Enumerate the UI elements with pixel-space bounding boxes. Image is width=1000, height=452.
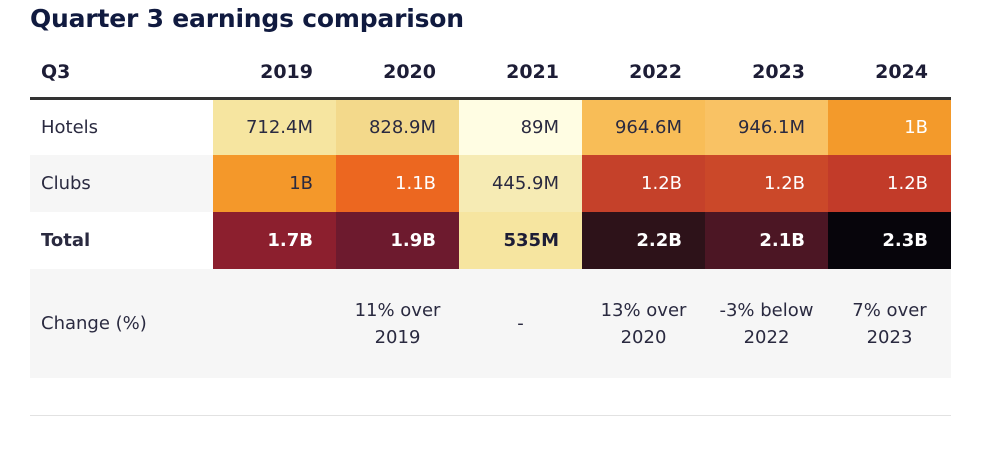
cell-change-2022: 13% over 2020 (582, 269, 705, 378)
cell-total-2021: 535M (459, 212, 582, 269)
change-text-2024: 7% over 2023 (852, 299, 927, 348)
cell-clubs-2024: 1.2B (828, 155, 951, 212)
cell-change-2021: - (459, 269, 582, 378)
row-label-hotels: Hotels (41, 116, 99, 138)
cell-clubs-2022: 1.2B (582, 155, 705, 212)
bottom-divider (30, 415, 951, 416)
cell-total-2022: 2.2B (582, 212, 705, 269)
cell-hotels-2023: 946.1M (705, 98, 828, 155)
cell-clubs-2019: 1B (213, 155, 336, 212)
cell-total-2020: 1.9B (336, 212, 459, 269)
chart-title: Quarter 3 earnings comparison (30, 4, 464, 33)
cell-change-2024: 7% over 2023 (828, 269, 951, 378)
change-text-2022: 13% over 2020 (600, 299, 687, 348)
table-row-change: Change (%) 11% over 2019 - 13% over 2020… (30, 269, 951, 378)
column-header-2020: 2020 (336, 48, 459, 100)
cell-hotels-2022: 964.6M (582, 98, 705, 155)
row-label-change: Change (%) (30, 269, 213, 378)
column-header-q3: Q3 (30, 48, 213, 100)
cell-change-2020: 11% over 2019 (336, 269, 459, 378)
cell-total-2024: 2.3B (828, 212, 951, 269)
earnings-heatmap-table: Q3 2019 2020 2021 2022 2023 2024 Hotels … (30, 48, 951, 378)
column-header-2023: 2023 (705, 48, 828, 100)
cell-clubs-2020: 1.1B (336, 155, 459, 212)
column-header-2019: 2019 (213, 48, 336, 100)
column-header-2021: 2021 (459, 48, 582, 100)
cell-hotels-2020: 828.9M (336, 98, 459, 155)
header-row: Q3 2019 2020 2021 2022 2023 2024 (30, 48, 951, 100)
cell-hotels-2019: 712.4M (213, 98, 336, 155)
cell-change-2023: -3% below 2022 (705, 269, 828, 378)
cell-clubs-2023: 1.2B (705, 155, 828, 212)
change-text-2023: -3% below 2022 (719, 299, 814, 348)
column-header-2022: 2022 (582, 48, 705, 100)
cell-total-2019: 1.7B (213, 212, 336, 269)
row-label-clubs: Clubs (30, 155, 213, 212)
cell-hotels-2024: 1B (828, 98, 951, 155)
change-text-2021: - (517, 313, 524, 334)
column-header-2024: 2024 (828, 48, 951, 100)
table-row-hotels: Hotels 712.4M 828.9M 89M 964.6M 946.1M 1… (30, 98, 951, 155)
row-label-total: Total (41, 230, 91, 251)
cell-change-2019 (213, 269, 336, 378)
change-text-2020: 11% over 2019 (354, 299, 441, 348)
table-row-total: Total 1.7B 1.9B 535M 2.2B 2.1B 2.3B (30, 212, 951, 269)
cell-total-2023: 2.1B (705, 212, 828, 269)
table-row-clubs: Clubs 1B 1.1B 445.9M 1.2B 1.2B 1.2B (30, 155, 951, 212)
cell-clubs-2021: 445.9M (459, 155, 582, 212)
cell-hotels-2021: 89M (459, 98, 582, 155)
